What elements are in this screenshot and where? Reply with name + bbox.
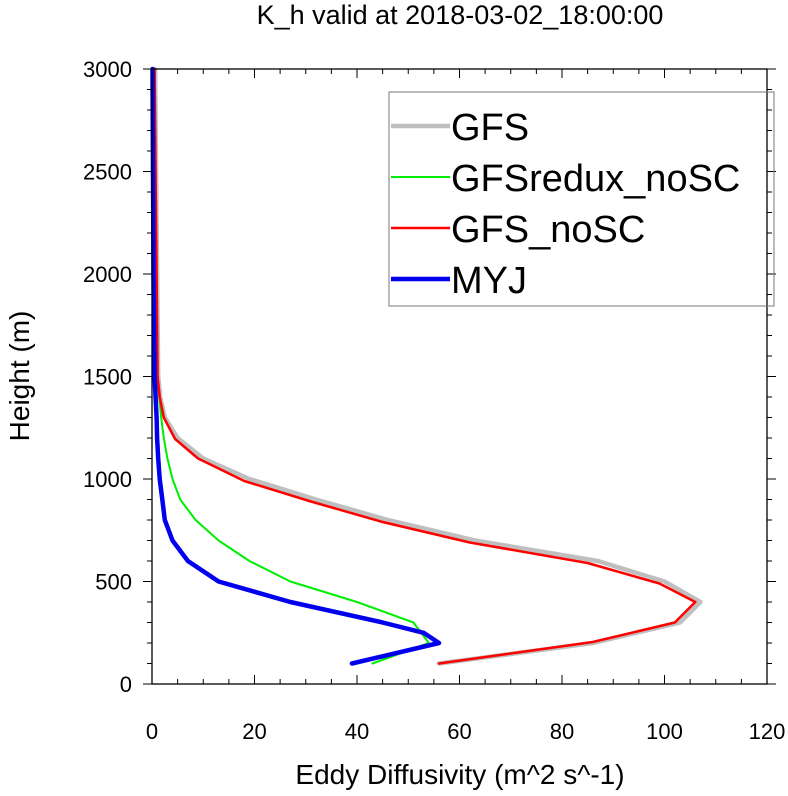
y-tick-label: 1500 <box>83 365 132 390</box>
x-tick-label: 0 <box>146 719 158 744</box>
legend-label-gfs: GFS <box>451 107 529 149</box>
series-line-gfs-nosc <box>153 67 697 665</box>
axes-layer: 0 20 40 60 80 100 120 0 500 1000 1500 2000 2500 3000 <box>83 57 785 744</box>
y-tick-label: 0 <box>120 672 132 697</box>
x-tick-label: 100 <box>646 719 683 744</box>
y-tick-label: 2000 <box>83 262 132 287</box>
series-layer <box>150 66 703 666</box>
x-tick-label: 20 <box>242 719 266 744</box>
legend-label-gfsredux-nosc: GFSredux_noSC <box>451 158 740 200</box>
x-tick-label: 60 <box>447 719 471 744</box>
legend-label-gfs-nosc: GFS_noSC <box>451 209 645 251</box>
x-axis-label: Eddy Diffusivity (m^2 s^-1) <box>295 759 624 790</box>
y-axis-label: Height (m) <box>4 311 35 442</box>
legend-box <box>388 91 775 307</box>
chart-title: K_h valid at 2018-03-02_18:00:00 <box>257 0 664 30</box>
y-tick-label: 500 <box>95 570 132 595</box>
legend: GFS GFSredux_noSC GFS_noSC MYJ <box>388 91 775 307</box>
x-tick-label: 40 <box>345 719 369 744</box>
y-tick-label: 1000 <box>83 467 132 492</box>
y-tick-label: 3000 <box>83 57 132 82</box>
x-tick-label: 80 <box>550 719 574 744</box>
legend-label-myj: MYJ <box>451 260 527 302</box>
y-tick-label: 2500 <box>83 160 132 185</box>
x-tick-label: 120 <box>749 719 786 744</box>
series-line-myj <box>150 66 442 666</box>
